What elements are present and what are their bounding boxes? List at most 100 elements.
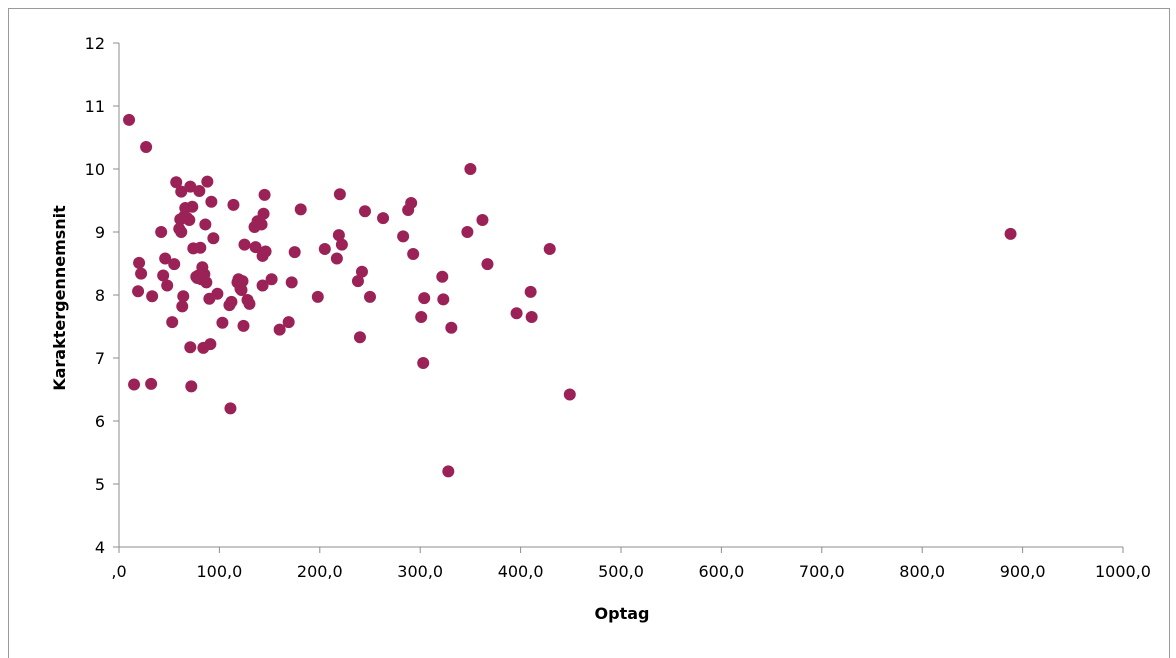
x-tick-label: 500,0 [598, 562, 644, 581]
data-point [397, 230, 410, 243]
data-point [333, 188, 346, 201]
data-point [205, 195, 218, 208]
data-point [461, 226, 474, 238]
data-point [257, 207, 270, 220]
data-point [353, 331, 366, 344]
data-point [184, 341, 197, 354]
data-point [132, 285, 145, 298]
data-point [442, 465, 455, 478]
data-point [176, 300, 189, 313]
data-point [170, 176, 183, 189]
data-point [525, 311, 538, 324]
data-point [436, 270, 449, 283]
y-tick-label: 8 [95, 286, 105, 305]
data-point [318, 243, 331, 256]
data-point [510, 307, 523, 320]
y-tick-label: 7 [95, 349, 105, 368]
data-point [194, 241, 207, 254]
data-point [311, 290, 324, 303]
data-points [123, 113, 1017, 478]
chart-area: 4 5 6 7 8 9 10 11 12 ,0 100,0 200,0 300,0 400,0 500,0… [8, 8, 1170, 658]
data-point [282, 316, 295, 329]
data-point [175, 226, 188, 238]
x-tick-label: 800,0 [899, 562, 945, 581]
x-tick-label: 100,0 [196, 562, 242, 581]
data-point [1004, 227, 1017, 240]
data-point [204, 338, 217, 351]
scatter-chart: 4 5 6 7 8 9 10 11 12 ,0 100,0 200,0 300,0 400,0 500,0… [50, 34, 1151, 623]
data-point [135, 267, 148, 280]
data-point [168, 258, 181, 271]
data-point [133, 256, 146, 269]
data-point [185, 380, 198, 393]
data-point [227, 198, 240, 211]
data-point [255, 218, 268, 231]
data-point [235, 283, 248, 296]
data-point [355, 265, 368, 278]
y-axis: 4 5 6 7 8 9 10 11 12 [85, 34, 120, 557]
x-tick-label: 600,0 [698, 562, 744, 581]
data-point [183, 214, 196, 227]
y-axis-title: Karaktergennemsnit [50, 205, 69, 391]
data-point [464, 163, 477, 175]
x-tick-label: 700,0 [799, 562, 845, 581]
data-point [294, 203, 307, 216]
y-tick-label: 10 [85, 160, 105, 179]
data-point [123, 113, 136, 126]
data-point [476, 214, 489, 227]
data-point [437, 293, 450, 306]
data-point [259, 245, 272, 258]
data-point [288, 246, 301, 259]
data-point [186, 200, 199, 213]
data-point [199, 218, 212, 231]
data-point [249, 241, 262, 254]
data-point [335, 238, 348, 251]
y-tick-label: 12 [85, 34, 105, 53]
data-point [155, 226, 168, 238]
data-point [418, 292, 431, 305]
data-point [236, 275, 249, 288]
x-tick-label: 300,0 [397, 562, 443, 581]
data-point [201, 175, 214, 188]
data-point [524, 285, 537, 298]
x-tick-label: ,0 [111, 562, 126, 581]
data-point [161, 279, 174, 292]
data-point [332, 229, 345, 242]
y-tick-label: 4 [95, 538, 105, 557]
data-point [563, 388, 576, 401]
data-point [145, 377, 158, 390]
data-point [159, 252, 172, 265]
data-point [330, 252, 343, 265]
data-point [238, 238, 251, 251]
data-point [256, 279, 269, 292]
data-point [207, 232, 220, 245]
data-point [177, 290, 190, 303]
data-point [184, 180, 197, 193]
data-point [358, 205, 371, 218]
data-point [140, 140, 153, 153]
y-tick-label: 9 [95, 223, 105, 242]
data-point [175, 185, 188, 198]
data-point [216, 316, 229, 329]
data-point [273, 323, 286, 336]
x-tick-label: 900,0 [1000, 562, 1046, 581]
data-point [146, 290, 159, 303]
data-point [243, 297, 256, 310]
data-point [224, 402, 237, 415]
data-point [445, 321, 458, 334]
data-point [237, 319, 250, 332]
data-point [417, 357, 430, 370]
data-point [543, 243, 556, 256]
x-axis: ,0 100,0 200,0 300,0 400,0 500,0 600,0 700,0 800… [111, 546, 1151, 581]
data-point [481, 258, 494, 271]
data-point [166, 316, 179, 329]
x-tick-label: 400,0 [498, 562, 544, 581]
y-tick-label: 11 [85, 97, 105, 116]
data-point [265, 273, 278, 286]
data-point [200, 276, 213, 289]
data-point [377, 212, 390, 225]
data-point [193, 185, 206, 198]
data-point [407, 248, 420, 261]
x-tick-label: 1000,0 [1095, 562, 1151, 581]
data-point [225, 295, 238, 308]
